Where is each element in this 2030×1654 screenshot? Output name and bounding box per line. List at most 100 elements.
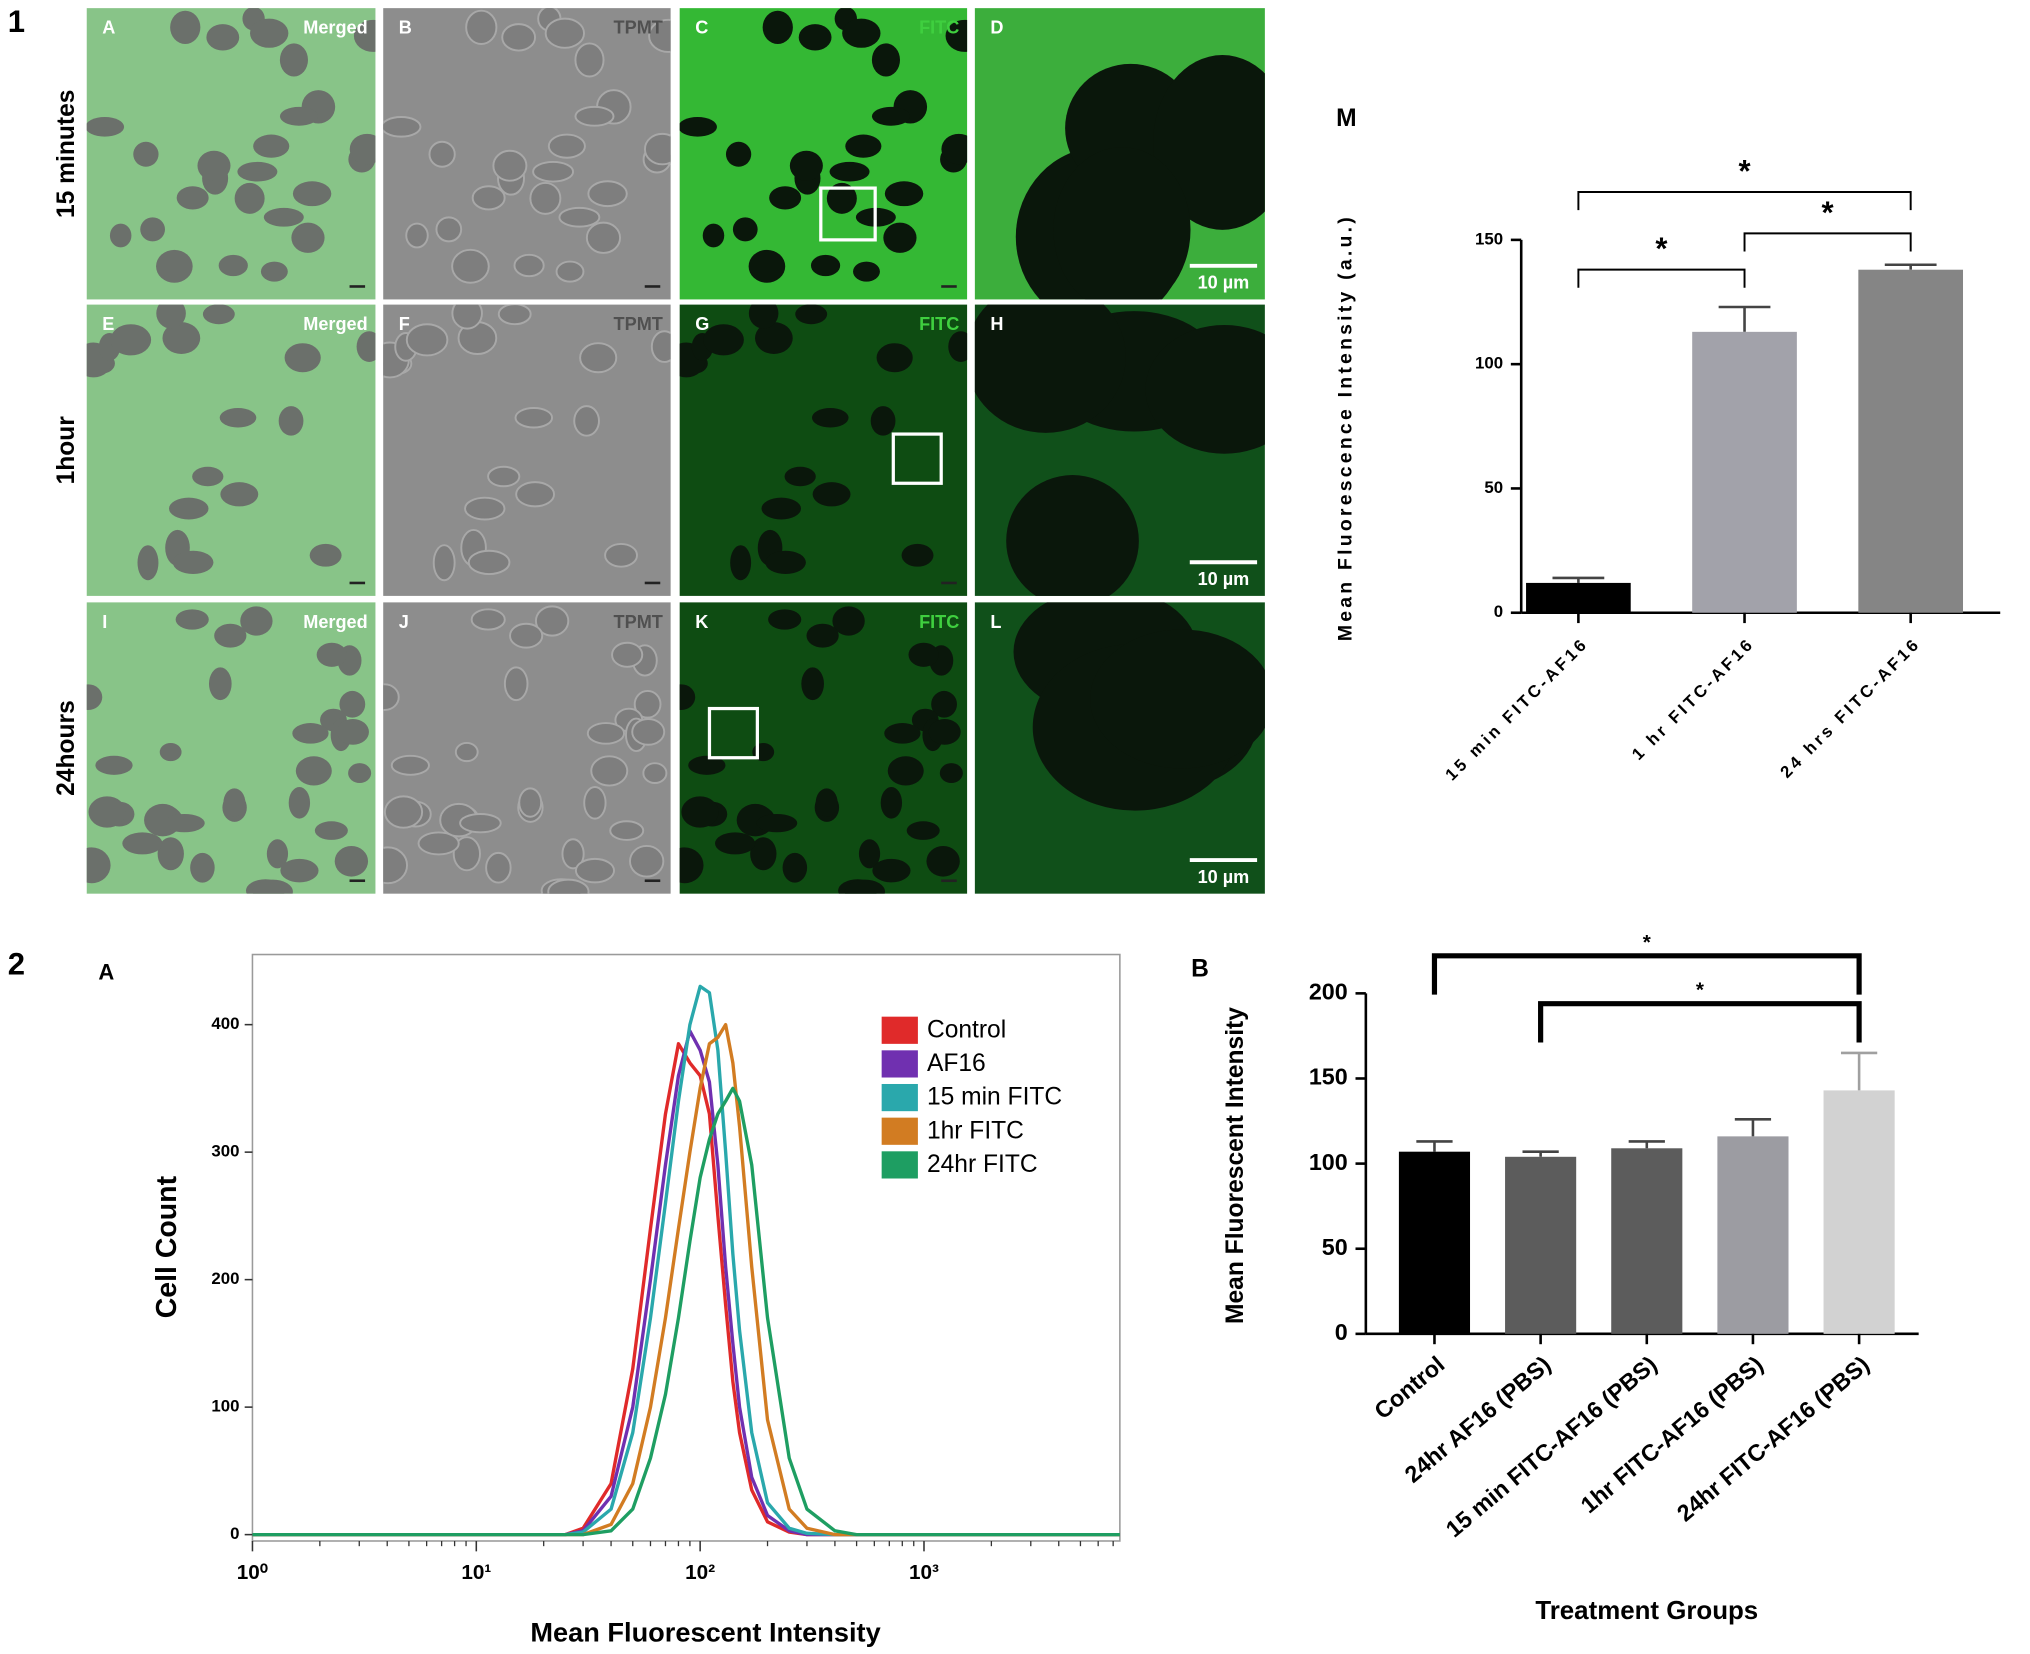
significance-label: * <box>1738 154 1751 189</box>
cell <box>1090 629 1265 769</box>
cell <box>715 832 756 855</box>
row-label: 1hour <box>53 416 80 485</box>
x-axis-label: Treatment Groups <box>1535 1597 1758 1625</box>
x-axis-label: Mean Fluorescent Intensity <box>530 1616 880 1647</box>
cell <box>750 837 777 871</box>
y-tick-label: 0 <box>1335 1319 1348 1345</box>
cell <box>86 847 111 884</box>
series-line <box>252 984 1120 1537</box>
part-label: 2 <box>8 946 25 981</box>
cell <box>435 216 463 243</box>
cell <box>906 821 940 840</box>
cell <box>109 223 132 248</box>
legend-swatch <box>881 1117 918 1145</box>
cell <box>762 10 793 44</box>
cell <box>234 182 265 214</box>
cell <box>1153 55 1265 230</box>
y-axis-label: Mean Fluorescent Intensity <box>1222 1007 1249 1324</box>
cell <box>1006 475 1139 596</box>
cell <box>175 609 209 630</box>
cell <box>515 481 556 508</box>
cells <box>679 8 968 283</box>
legend-label: 1hr FITC <box>927 1117 1024 1144</box>
cell <box>467 549 511 576</box>
cell <box>648 18 671 53</box>
panel-letter: C <box>695 18 708 38</box>
cell <box>497 304 532 326</box>
cell <box>590 755 629 787</box>
cell <box>390 754 430 776</box>
cell <box>798 24 832 51</box>
panel-letter: J <box>399 612 409 632</box>
cell <box>871 106 910 126</box>
cell <box>503 666 529 702</box>
cell <box>769 186 802 210</box>
cell <box>939 763 963 784</box>
panel-letter: L <box>990 612 1001 632</box>
cell <box>931 690 957 718</box>
cell <box>558 206 601 228</box>
y-tick-label: 0 <box>1494 602 1503 621</box>
cell <box>252 879 293 894</box>
cell <box>908 642 939 667</box>
cell <box>509 622 544 649</box>
cell <box>137 545 159 581</box>
zoom-box <box>707 706 759 760</box>
cell <box>279 106 318 126</box>
legend-swatch <box>881 1151 918 1179</box>
cell <box>459 813 502 834</box>
cell <box>811 407 849 428</box>
cell <box>237 161 278 182</box>
panel-letter: K <box>695 612 708 632</box>
channel-label: FITC <box>919 18 959 38</box>
cell <box>1053 147 1191 300</box>
cell <box>159 742 182 762</box>
cell <box>884 181 924 207</box>
cell <box>336 719 369 745</box>
cell <box>291 222 325 253</box>
legend-swatch <box>881 1083 918 1112</box>
cell <box>604 542 638 568</box>
bar <box>1692 331 1797 613</box>
cell <box>339 690 366 718</box>
cell <box>880 787 903 819</box>
cell <box>765 550 806 575</box>
y-tick-label: 400 <box>211 1014 239 1033</box>
cell <box>110 324 152 356</box>
x-tick-label: 10³ <box>909 1561 939 1584</box>
panel-letter: B <box>1191 956 1209 983</box>
cell <box>133 141 159 167</box>
cells <box>679 304 968 581</box>
cell <box>428 140 456 168</box>
cell <box>611 641 644 668</box>
cell <box>643 132 671 166</box>
cell <box>725 141 752 167</box>
cell <box>703 324 744 356</box>
cell <box>452 836 481 872</box>
cell <box>534 605 570 637</box>
significance-label: * <box>1822 195 1835 230</box>
cell <box>832 606 865 636</box>
scale-bar-label: 10 µm <box>1198 867 1250 887</box>
cell <box>405 222 429 249</box>
cell <box>156 249 193 283</box>
y-tick-label: 50 <box>1322 1234 1348 1260</box>
y-axis-label: Mean Fluorescence Intensity (a.u.) <box>1335 214 1357 641</box>
cell <box>642 762 668 784</box>
cell <box>876 343 913 373</box>
cells <box>86 304 376 581</box>
bar <box>1398 1151 1471 1334</box>
significance-bracket <box>1431 953 1862 995</box>
cell <box>587 180 628 208</box>
zoom-box <box>819 186 877 242</box>
cell <box>250 18 289 48</box>
cell <box>492 149 528 182</box>
cell <box>220 482 259 507</box>
cell <box>532 160 575 183</box>
legend-swatch <box>881 1016 918 1044</box>
cell <box>858 839 881 869</box>
y-tick-label: 200 <box>211 1269 239 1288</box>
cell <box>157 837 184 871</box>
cell <box>405 323 449 357</box>
cell <box>945 19 968 52</box>
